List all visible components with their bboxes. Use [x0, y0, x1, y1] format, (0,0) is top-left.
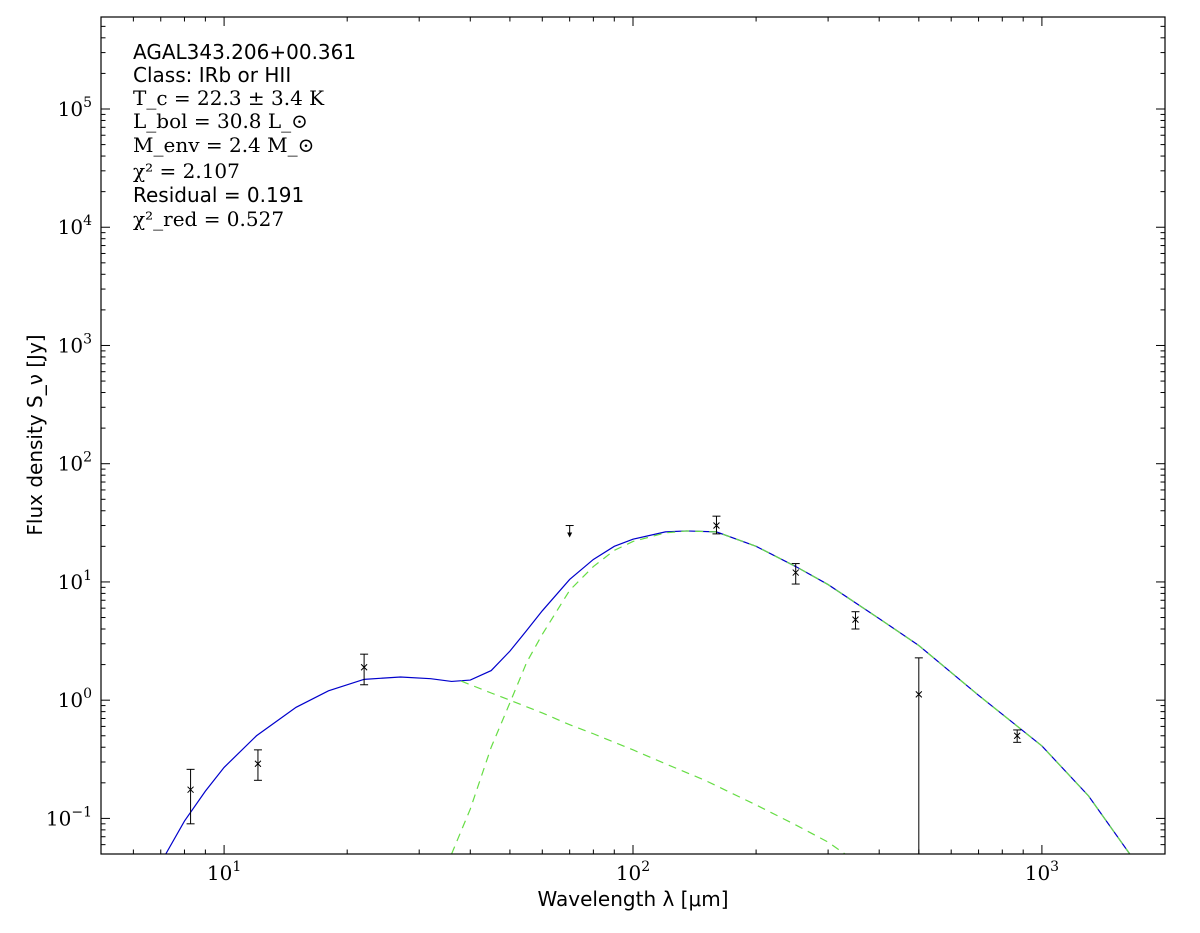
annotation-temperature: T_c = 22.3 ± 3.4 K: [133, 86, 325, 110]
x-tick-label: 101: [207, 859, 241, 885]
y-tick-label: 104: [58, 213, 92, 239]
model-component-curve: [460, 680, 846, 854]
annotation-class: Class: IRb or HII: [133, 63, 291, 87]
data-point: [914, 657, 923, 854]
data-point: [360, 653, 369, 686]
data-point: [791, 563, 800, 585]
upper-limit-point: [565, 525, 574, 538]
y-tick-label: 102: [58, 450, 92, 476]
y-tick-label: 100: [58, 686, 92, 712]
y-tick-label: 10−1: [46, 804, 92, 830]
data-point: [1013, 729, 1022, 743]
point-marker: [792, 569, 800, 576]
y-tick-label: 101: [58, 568, 92, 594]
data-point: [851, 611, 860, 630]
y-tick-label: 103: [58, 331, 92, 357]
point-marker: [360, 663, 368, 671]
plot-frame: [100, 16, 1166, 855]
x-tick-label: 103: [1025, 859, 1059, 885]
point-marker: [1013, 732, 1021, 740]
annotation-residual: Residual = 0.191: [133, 183, 304, 207]
point-marker: [187, 786, 194, 794]
x-axis-label: Wavelength λ [μm]: [537, 887, 728, 911]
data-points: [186, 515, 1022, 854]
data-point: [186, 768, 195, 825]
annotation-chi2-reduced: χ²_red = 0.527: [133, 207, 284, 231]
point-marker: [852, 616, 859, 623]
y-tick-label: 105: [58, 95, 92, 121]
data-point: [712, 515, 721, 535]
point-marker: [254, 760, 262, 768]
point-marker: [713, 522, 720, 529]
annotation-block: AGAL343.206+00.361 Class: IRb or HII T_c…: [133, 40, 356, 231]
model-curves: [165, 530, 1131, 854]
annotation-envelope-mass: M_env = 2.4 M_⊙: [133, 133, 314, 157]
data-point: [253, 749, 262, 781]
y-axis-label: Flux density S_ν [Jy]: [23, 334, 47, 535]
y-tick-labels: 10−1 100 101 102 103 104 105: [46, 95, 92, 830]
annotation-source-name: AGAL343.206+00.361: [133, 40, 356, 64]
plot-area: [101, 17, 1165, 854]
annotation-luminosity: L_bol = 30.8 L_⊙: [133, 109, 308, 133]
axis-ticks: [100, 16, 1166, 855]
model-component-curve: [451, 530, 1131, 854]
x-tick-labels: 101 102 103: [207, 859, 1059, 885]
upper-limit-arrow: [567, 532, 573, 538]
annotation-chi2: χ² = 2.107: [133, 159, 240, 183]
x-tick-label: 102: [616, 859, 650, 885]
point-marker: [915, 691, 923, 698]
